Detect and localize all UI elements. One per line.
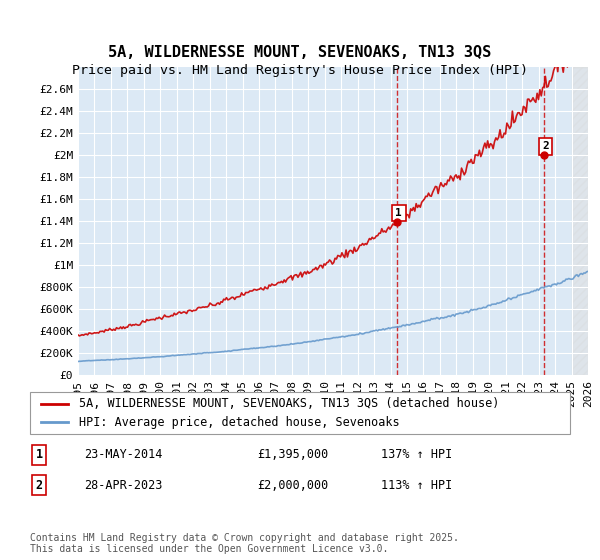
Text: 113% ↑ HPI: 113% ↑ HPI [381, 479, 452, 492]
Text: 5A, WILDERNESSE MOUNT, SEVENOAKS, TN13 3QS: 5A, WILDERNESSE MOUNT, SEVENOAKS, TN13 3… [109, 45, 491, 60]
FancyBboxPatch shape [30, 392, 570, 434]
Text: 2: 2 [35, 479, 43, 492]
Text: £2,000,000: £2,000,000 [257, 479, 328, 492]
Text: 5A, WILDERNESSE MOUNT, SEVENOAKS, TN13 3QS (detached house): 5A, WILDERNESSE MOUNT, SEVENOAKS, TN13 3… [79, 397, 499, 410]
Bar [572, 67, 588, 375]
Text: £1,395,000: £1,395,000 [257, 449, 328, 461]
Text: 28-APR-2023: 28-APR-2023 [84, 479, 163, 492]
Text: 137% ↑ HPI: 137% ↑ HPI [381, 449, 452, 461]
Text: 1: 1 [395, 208, 402, 218]
Text: Contains HM Land Registry data © Crown copyright and database right 2025.
This d: Contains HM Land Registry data © Crown c… [30, 533, 459, 554]
Text: 23-MAY-2014: 23-MAY-2014 [84, 449, 163, 461]
Text: Price paid vs. HM Land Registry's House Price Index (HPI): Price paid vs. HM Land Registry's House … [72, 64, 528, 77]
Text: HPI: Average price, detached house, Sevenoaks: HPI: Average price, detached house, Seve… [79, 416, 399, 429]
Text: 2: 2 [542, 141, 549, 151]
Text: 1: 1 [35, 449, 43, 461]
Bar [572, 67, 588, 375]
